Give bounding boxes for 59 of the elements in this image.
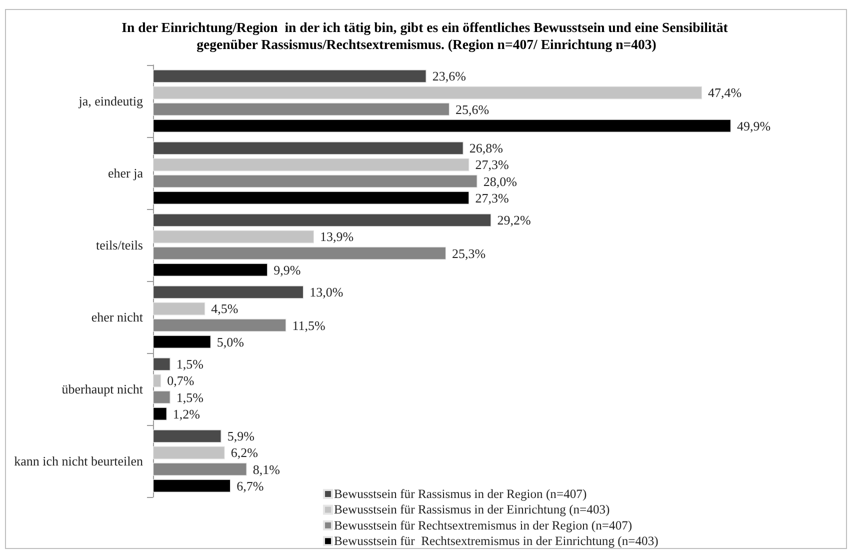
bar: [153, 119, 731, 132]
bar: [153, 446, 225, 460]
bar: [153, 479, 231, 492]
data-label: 27,3%: [475, 157, 509, 172]
bar: [153, 230, 314, 244]
data-label: 1,5%: [176, 390, 204, 405]
chart-title: In der Einrichtung/Region in der ich tätig bin, gibt es ein öffentliches Bewusstsein und eine Sensibilität gegenüber Rassismus/Rechtsextremismus. (Region n=407/ Einrichtung n=403): [122, 20, 732, 53]
bar: [153, 302, 206, 316]
bar: [153, 191, 470, 204]
data-label: 25,6%: [456, 102, 490, 117]
data-label: 5,0%: [216, 334, 244, 350]
y-tick-label: ja, eindeutig: [78, 94, 144, 108]
bar: [153, 462, 247, 476]
bar: [153, 86, 702, 100]
legend-label: Bewusstsein für Rechtsextremismus in der Region (n=407): [334, 518, 632, 532]
y-tick-label: eher ja: [108, 166, 144, 180]
y-tick-label: kann ich nicht beurteilen: [14, 454, 144, 468]
legend-label: Bewusstsein für Rassismus in der Einrichtung (n=403): [334, 502, 610, 517]
data-label: 26,8%: [469, 140, 504, 156]
data-label: 8,1%: [252, 462, 280, 477]
bar: [153, 263, 268, 276]
data-label: 28,0%: [483, 174, 518, 189]
bar: [153, 407, 167, 420]
bar: [153, 246, 446, 260]
bar: [153, 214, 492, 227]
bar: [153, 374, 162, 388]
data-label: 25,3%: [452, 246, 486, 261]
y-tick-label: teils/teils: [96, 238, 143, 252]
bar: [153, 335, 211, 348]
bar: [153, 430, 222, 443]
data-label: 1,5%: [176, 356, 204, 372]
bar: [153, 358, 170, 371]
data-label: 29,2%: [497, 212, 531, 228]
bar: [153, 70, 426, 83]
data-label: 23,6%: [432, 68, 466, 84]
data-label: 0,7%: [167, 373, 194, 388]
data-label: 4,5%: [211, 301, 238, 316]
legend-label: Bewusstsein für Rassismus in der Region (n=407): [334, 487, 587, 501]
data-label: 9,9%: [274, 262, 301, 278]
data-label: 6,2%: [230, 445, 258, 460]
bar: [153, 318, 286, 332]
data-label: 49,9%: [737, 118, 771, 134]
bar: [153, 286, 304, 299]
legend-label: Bewusstsein für Rechtsextremismus in der Einrichtung (n=403): [334, 534, 658, 548]
bar: [153, 158, 470, 172]
bar: [153, 174, 478, 188]
y-tick-label: eher nicht: [91, 310, 144, 324]
data-label: 27,3%: [475, 190, 509, 206]
data-label: 1,2%: [172, 406, 200, 422]
y-tick-label: überhaupt nicht: [62, 382, 144, 396]
data-label: 5,9%: [227, 428, 255, 444]
bar: [153, 390, 170, 404]
data-label: 47,4%: [708, 85, 742, 100]
data-label: 6,7%: [236, 478, 264, 494]
bar: [153, 102, 450, 116]
bar: [153, 142, 464, 155]
data-label: 11,5%: [292, 318, 326, 333]
data-label: 13,0%: [310, 284, 344, 300]
data-label: 13,9%: [320, 229, 354, 244]
